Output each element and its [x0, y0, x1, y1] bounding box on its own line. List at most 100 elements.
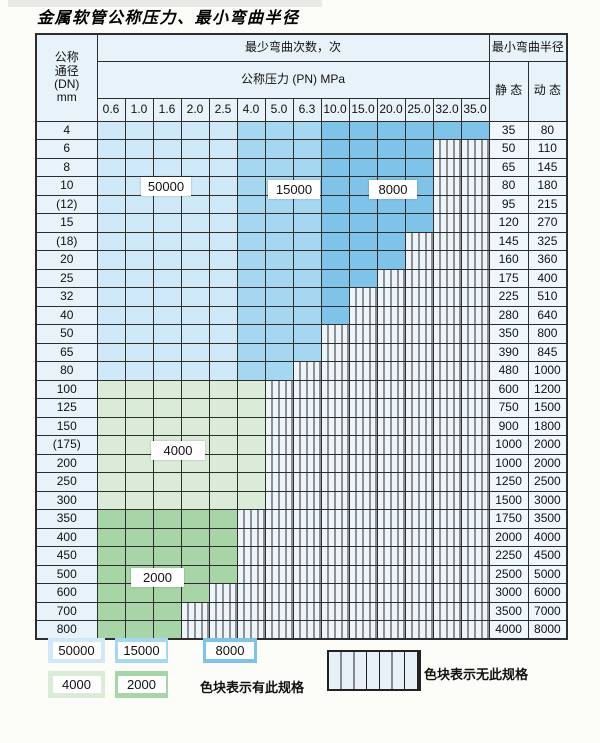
table-row: (175) 1000 2000: [35, 435, 568, 455]
spec-cell: [96, 305, 126, 325]
no-spec-cell: [348, 398, 378, 418]
no-spec-cell: [320, 416, 350, 436]
no-spec-cell: [404, 620, 434, 640]
spec-cell: [320, 213, 350, 233]
spec-cell: [152, 490, 182, 510]
no-spec-cell: [180, 620, 210, 640]
spec-cell: [264, 120, 294, 140]
no-spec-cell: [376, 509, 406, 529]
spec-cell: [236, 120, 266, 140]
no-spec-cell: [292, 546, 322, 566]
static-radius-cell: 3500: [488, 601, 529, 621]
spec-cell: [124, 324, 154, 344]
no-spec-cell: [460, 231, 490, 251]
spec-cell: [124, 398, 154, 418]
no-spec-cell: [320, 509, 350, 529]
no-spec-cell: [460, 305, 490, 325]
spec-cell: [348, 250, 378, 270]
spec-cell: [152, 305, 182, 325]
no-spec-cell: [292, 509, 322, 529]
spec-cell: [236, 453, 266, 473]
table-row: 65 390 845: [35, 342, 568, 362]
dynamic-radius-cell: 325: [527, 231, 568, 251]
spec-cell: [208, 342, 238, 362]
cycle-count-label: 2000: [131, 568, 184, 587]
spec-cell: [96, 231, 126, 251]
spec-cell: [180, 287, 210, 307]
pressure-column-header: 6.3: [292, 97, 322, 122]
no-spec-cell: [460, 194, 490, 214]
spec-cell: [264, 213, 294, 233]
no-spec-cell: [264, 453, 294, 473]
spec-cell: [96, 379, 126, 399]
dn-cell: 350: [35, 509, 98, 529]
static-radius-cell: 145: [488, 231, 529, 251]
spec-cell: [348, 213, 378, 233]
spec-cell: [376, 250, 406, 270]
no-spec-cell: [460, 268, 490, 288]
legend-swatch-label: 8000: [206, 642, 254, 659]
spec-cell: [264, 268, 294, 288]
legend-note-available: 色块表示有此规格: [200, 680, 305, 695]
no-spec-cell: [320, 583, 350, 603]
dynamic-radius-cell: 2500: [527, 472, 568, 492]
spec-cell: [208, 361, 238, 381]
no-spec-cell: [376, 416, 406, 436]
no-spec-cell: [348, 564, 378, 584]
dynamic-radius-cell: 1500: [527, 398, 568, 418]
no-spec-cell: [432, 342, 462, 362]
table-row: 125 750 1500: [35, 398, 568, 418]
no-spec-cell: [460, 213, 490, 233]
cycle-count-label: 50000: [141, 177, 191, 196]
no-spec-cell: [432, 268, 462, 288]
dynamic-radius-cell: 1200: [527, 379, 568, 399]
no-spec-cell: [460, 472, 490, 492]
static-radius-cell: 280: [488, 305, 529, 325]
no-spec-cell: [404, 250, 434, 270]
spec-cell: [124, 305, 154, 325]
no-spec-cell: [432, 231, 462, 251]
no-spec-cell: [432, 361, 462, 381]
no-spec-cell: [236, 527, 266, 547]
dn-cell: 40: [35, 305, 98, 325]
dn-cell: 200: [35, 453, 98, 473]
no-spec-cell: [264, 564, 294, 584]
spec-cell: [320, 176, 350, 196]
no-spec-cell: [292, 564, 322, 584]
spec-cell: [264, 287, 294, 307]
dn-cell: 500: [35, 564, 98, 584]
spec-cell: [152, 139, 182, 159]
legend-swatch-4000: 4000: [48, 671, 105, 698]
no-spec-cell: [264, 379, 294, 399]
pressure-column-header: 35.0: [460, 97, 490, 122]
no-spec-cell: [292, 601, 322, 621]
pressure-column-header: 2.0: [180, 97, 210, 122]
dynamic-radius-cell: 400: [527, 268, 568, 288]
table-row: 80 480 1000: [35, 361, 568, 381]
static-radius-cell: 3000: [488, 583, 529, 603]
no-spec-cell: [404, 435, 434, 455]
no-spec-cell: [376, 546, 406, 566]
no-spec-cell: [236, 509, 266, 529]
spec-cell: [124, 231, 154, 251]
dynamic-radius-cell: 640: [527, 305, 568, 325]
spec-cell: [236, 250, 266, 270]
no-spec-cell: [236, 620, 266, 640]
no-spec-cell: [264, 509, 294, 529]
no-spec-cell: [432, 287, 462, 307]
dn-cell: (12): [35, 194, 98, 214]
spec-cell: [432, 120, 462, 140]
dn-cell: 15: [35, 213, 98, 233]
no-spec-cell: [292, 379, 322, 399]
spec-cell: [292, 305, 322, 325]
spec-cell: [320, 268, 350, 288]
no-spec-cell: [348, 546, 378, 566]
pressure-column-header: 25.0: [404, 97, 434, 122]
no-spec-cell: [432, 509, 462, 529]
spec-cell: [264, 361, 294, 381]
no-spec-cell: [460, 379, 490, 399]
spec-cell: [152, 324, 182, 344]
no-spec-cell: [432, 546, 462, 566]
no-spec-cell: [348, 453, 378, 473]
